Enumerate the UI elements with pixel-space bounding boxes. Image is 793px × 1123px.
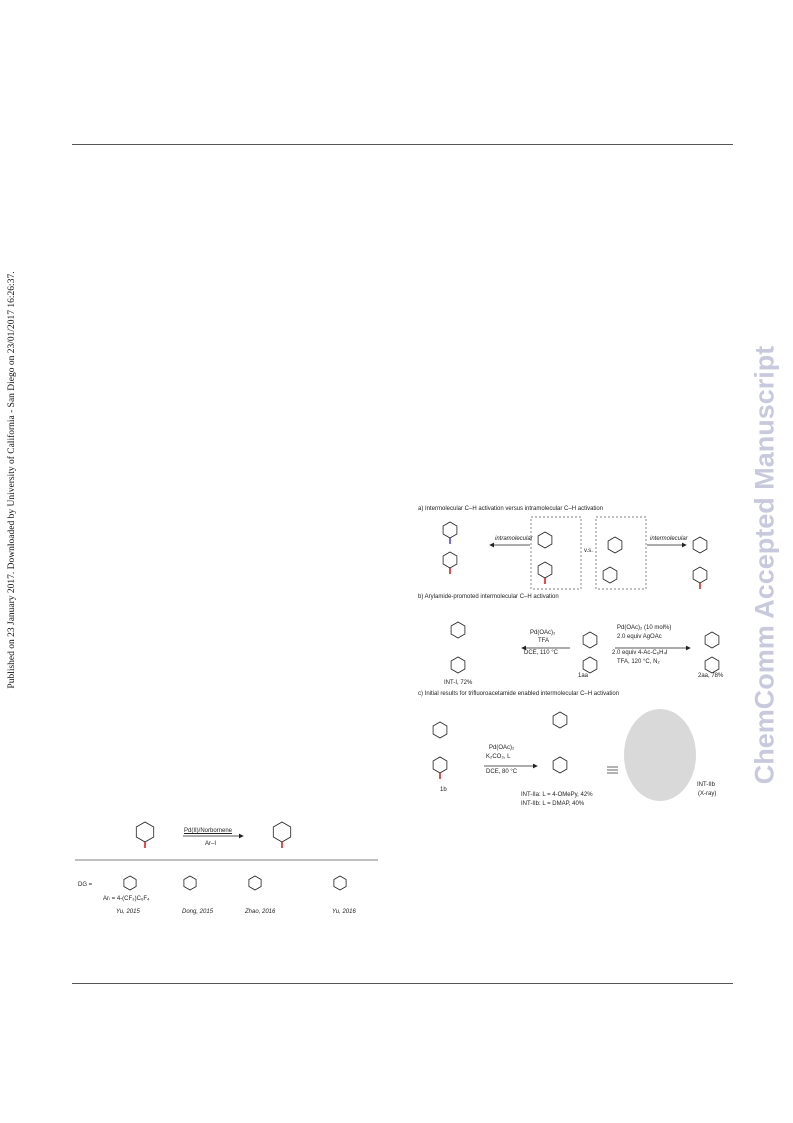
bottom-rule <box>72 983 733 984</box>
ring <box>692 566 708 584</box>
vs: v.s. <box>584 548 593 554</box>
compound-label: INT-I, 72% <box>444 680 473 686</box>
condition: TFA, 120 °C, N₂ <box>617 659 660 665</box>
condition: Pd(II)/Norbornene <box>184 828 233 834</box>
ring <box>183 875 197 891</box>
dg-label: DG = <box>78 882 93 888</box>
panel-heading: b) Arylamide-promoted intermolecular C–H… <box>418 594 559 600</box>
ring <box>450 656 466 674</box>
condition: K₂CO₃, L <box>486 754 511 760</box>
note: Arₗ = 4-(CF₃)C₆F₄ <box>103 896 150 902</box>
ring <box>692 536 708 554</box>
ring <box>607 536 623 554</box>
reference: Zhao, 2016 <box>245 909 276 915</box>
ring <box>582 656 598 674</box>
condition: Pd(OAc)₂ <box>489 745 515 751</box>
ring <box>704 656 720 674</box>
ring <box>248 875 262 891</box>
ring <box>552 711 568 729</box>
reference: Yu, 2016 <box>332 909 356 915</box>
xray-structure <box>624 709 696 801</box>
ring <box>537 531 553 549</box>
condition: Pd(OAc)₂ <box>530 630 556 636</box>
condition: Ar–I <box>205 841 217 847</box>
compound-label: INT-IIa: L = 4-OMePy, 42% <box>521 792 593 798</box>
condition: TFA <box>538 638 550 644</box>
compound-label: 1b <box>440 787 447 793</box>
xray-label: INT-IIb <box>697 782 716 788</box>
arrow-label: intramolecular <box>495 536 533 542</box>
ring <box>442 551 458 569</box>
ring <box>432 721 448 739</box>
panel-heading: c) Initial results for trifluoroacetamid… <box>418 691 620 697</box>
panel-heading: a) Intermolecular C–H activation versus … <box>418 506 604 512</box>
ring <box>333 875 347 891</box>
reference: Dong, 2015 <box>182 909 214 915</box>
condition: Pd(OAc)₂ (10 mol%) <box>617 625 672 631</box>
condition: DCE, 80 °C <box>486 769 518 775</box>
arrow-label: intermolecular <box>650 536 688 542</box>
ring <box>582 631 598 649</box>
condition: 2.0 equiv 4-Ac-C₆H₄I <box>612 650 668 656</box>
ring <box>704 631 720 649</box>
ring <box>123 875 137 891</box>
compound-label: 1aa <box>578 673 589 679</box>
compound-label: INT-IIb: L = DMAP, 40% <box>521 801 585 807</box>
compound-label: 2aa, 78% <box>698 673 724 679</box>
ring <box>537 561 553 579</box>
ring <box>602 566 618 584</box>
xray-label: (X-ray) <box>698 791 717 797</box>
reference: Yu, 2015 <box>116 909 140 915</box>
ring <box>442 521 458 539</box>
ring <box>432 756 448 774</box>
ring <box>272 821 292 843</box>
ring <box>552 756 568 774</box>
condition: 2.0 equiv AgOAc <box>617 634 662 640</box>
top-rule <box>72 144 733 145</box>
ring <box>450 621 466 639</box>
condition: DCE, 110 °C <box>524 650 558 656</box>
ring <box>135 821 155 843</box>
